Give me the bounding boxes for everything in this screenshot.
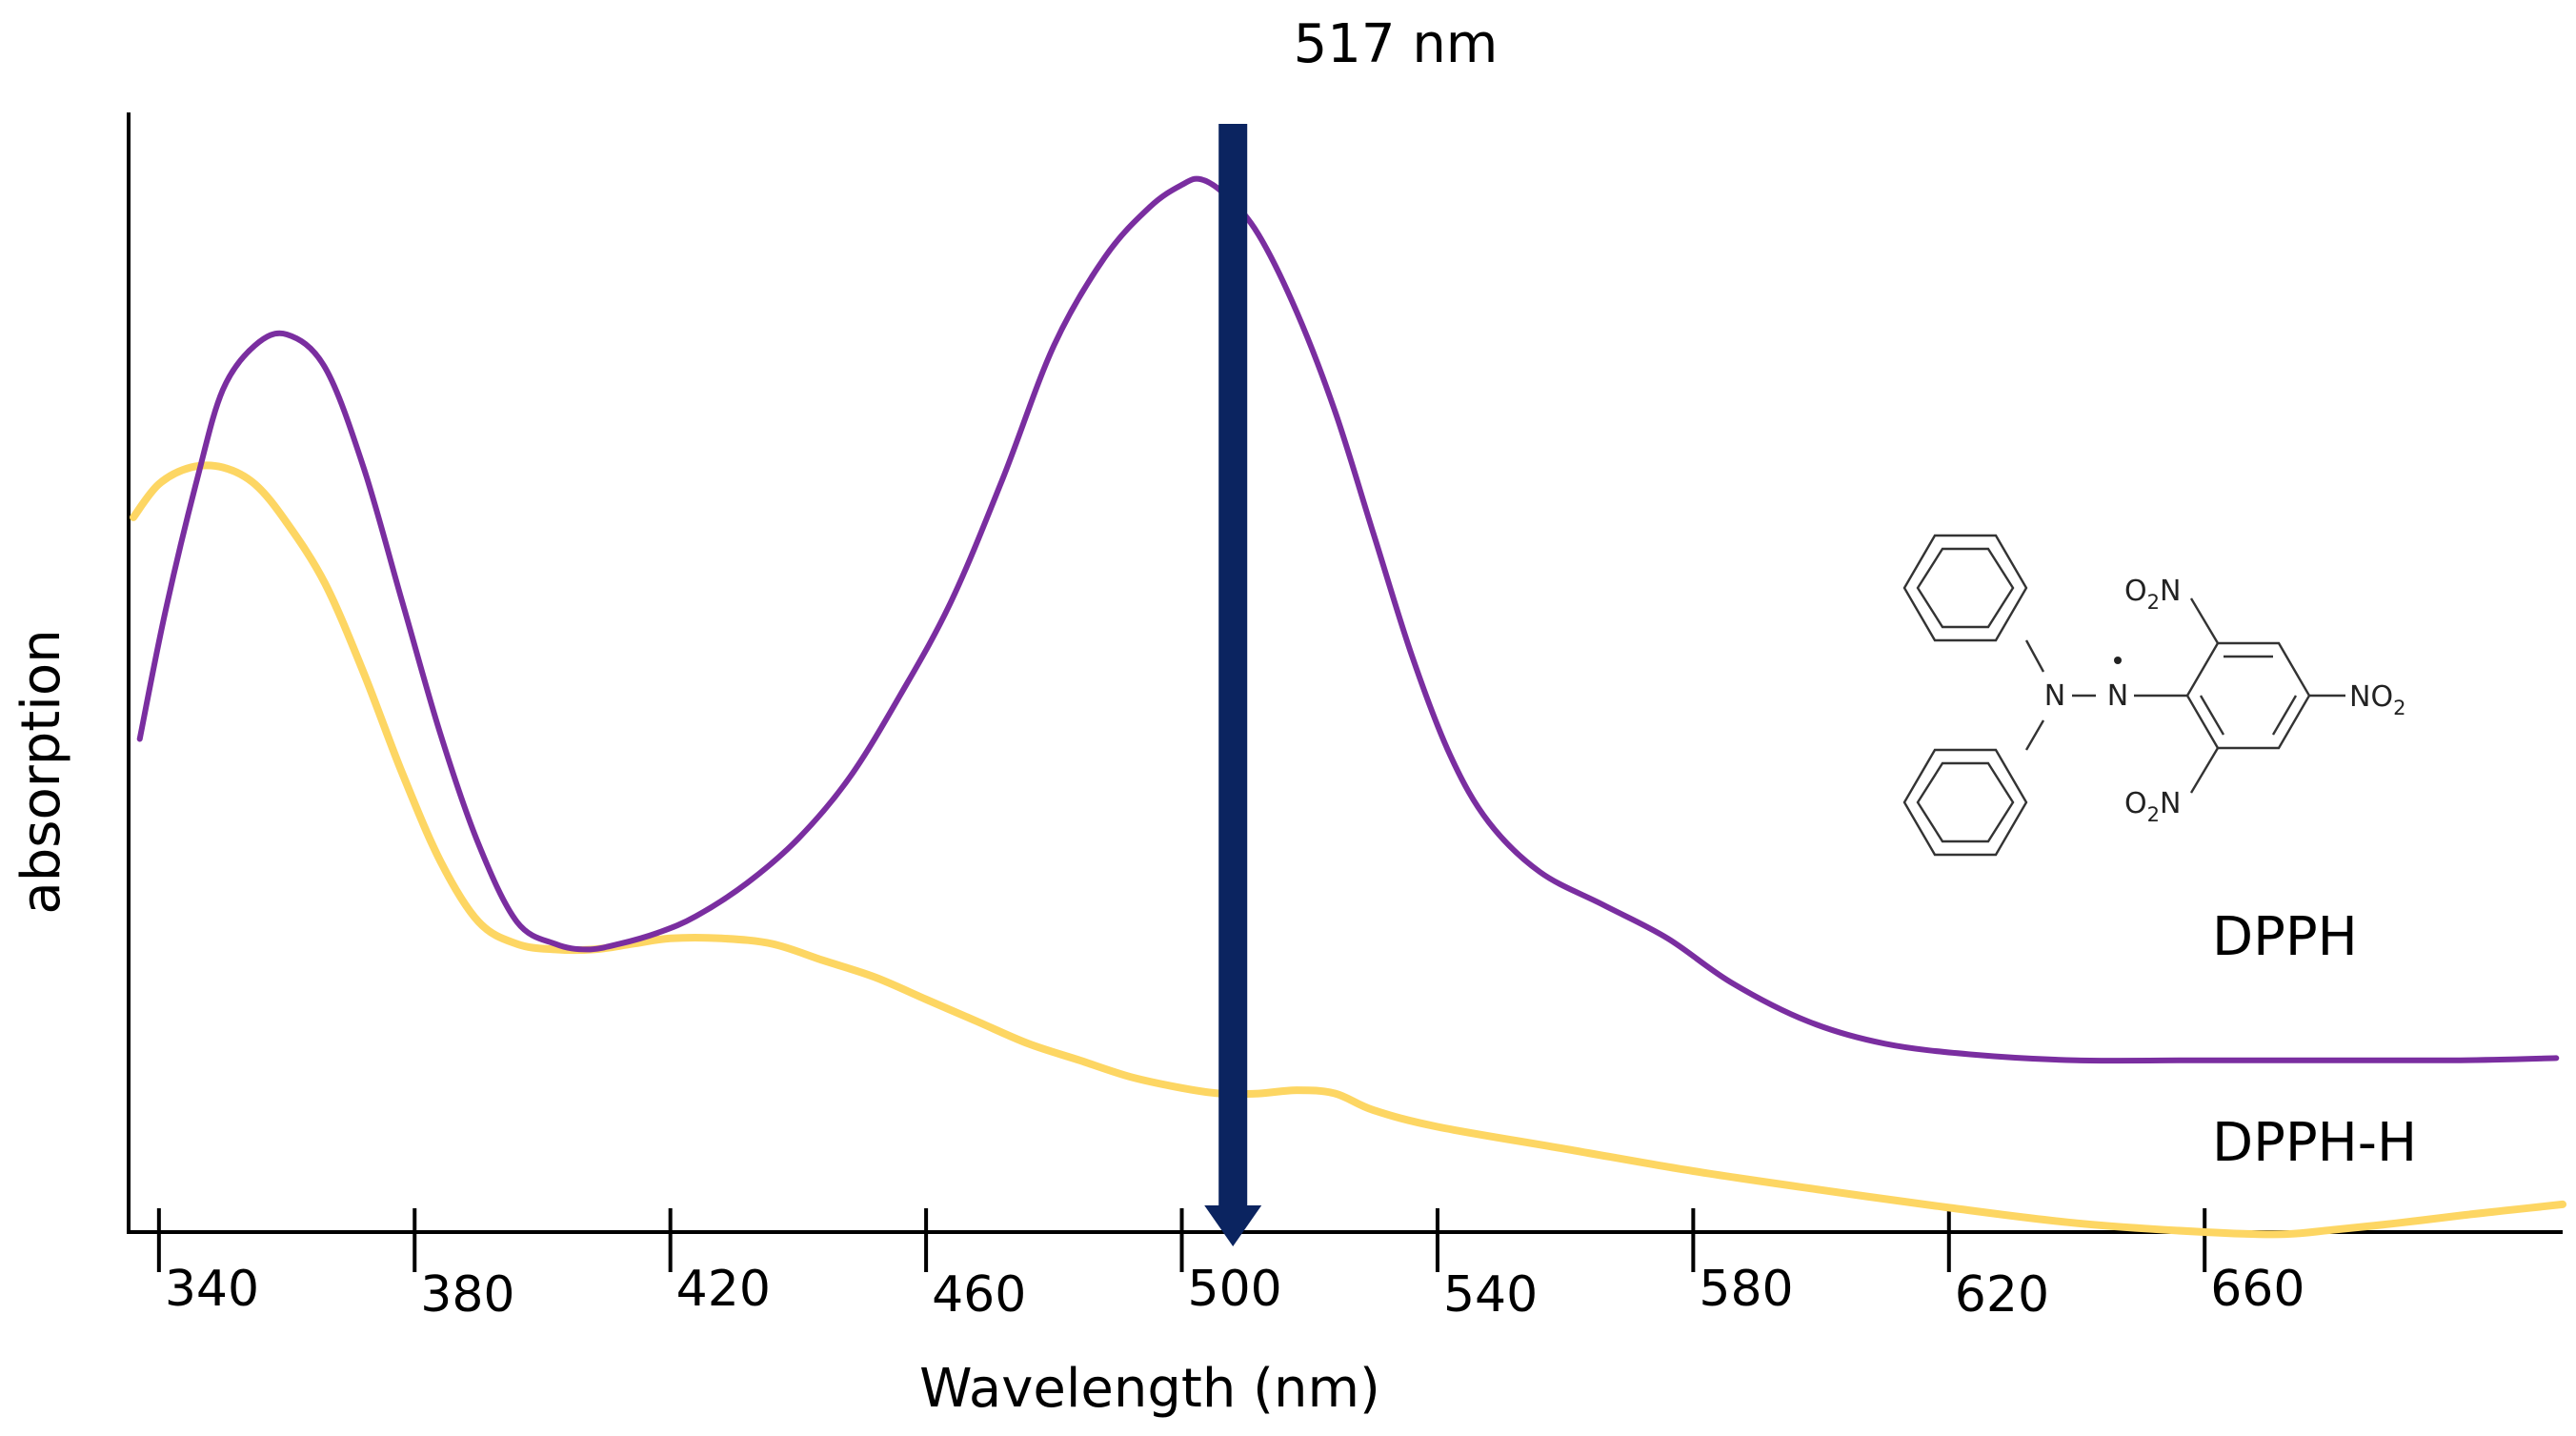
x-tick-label-580: 580 bbox=[1699, 1261, 1793, 1318]
x-tick-label-620: 620 bbox=[1955, 1266, 2049, 1324]
nitro-right-label: NO2 bbox=[2349, 680, 2405, 719]
x-tick-label-380: 380 bbox=[420, 1266, 514, 1324]
marker-arrow-head bbox=[1204, 1205, 1262, 1246]
x-tick-label-460: 460 bbox=[932, 1266, 1026, 1324]
x-tick-label-420: 420 bbox=[676, 1261, 771, 1318]
x-tick-label-500: 500 bbox=[1188, 1261, 1282, 1318]
nitro-bottom-label: O2N bbox=[2124, 787, 2181, 826]
series-line-dpph-h bbox=[130, 461, 2566, 1239]
x-ticks: 340 380 420 460 500 540 580 620 660 bbox=[156, 1208, 2304, 1324]
series-label-dpph-h: DPPH-H bbox=[2212, 1112, 2417, 1174]
series-line-dpph bbox=[136, 175, 2560, 1064]
x-axis-title: Wavelength (nm) bbox=[919, 1358, 1380, 1420]
amine-nitrogen-label: N bbox=[2044, 679, 2065, 713]
nitro-top-label: O2N bbox=[2124, 575, 2181, 614]
wavelength-marker-arrow bbox=[1204, 124, 1262, 1246]
x-tick-label-540: 540 bbox=[1443, 1266, 1538, 1324]
x-tick-label-340: 340 bbox=[165, 1261, 259, 1318]
marker-label: 517 nm bbox=[1294, 13, 1499, 75]
y-axis-title: absorption bbox=[10, 629, 72, 914]
marker-arrow-shaft bbox=[1218, 124, 1248, 1210]
series-label-dpph: DPPH bbox=[2212, 906, 2358, 968]
dpph-structure: N N O2N O2N NO2 bbox=[1902, 534, 2405, 857]
radical-nitrogen-label: N bbox=[2107, 679, 2128, 713]
x-tick-label-660: 660 bbox=[2210, 1261, 2304, 1318]
